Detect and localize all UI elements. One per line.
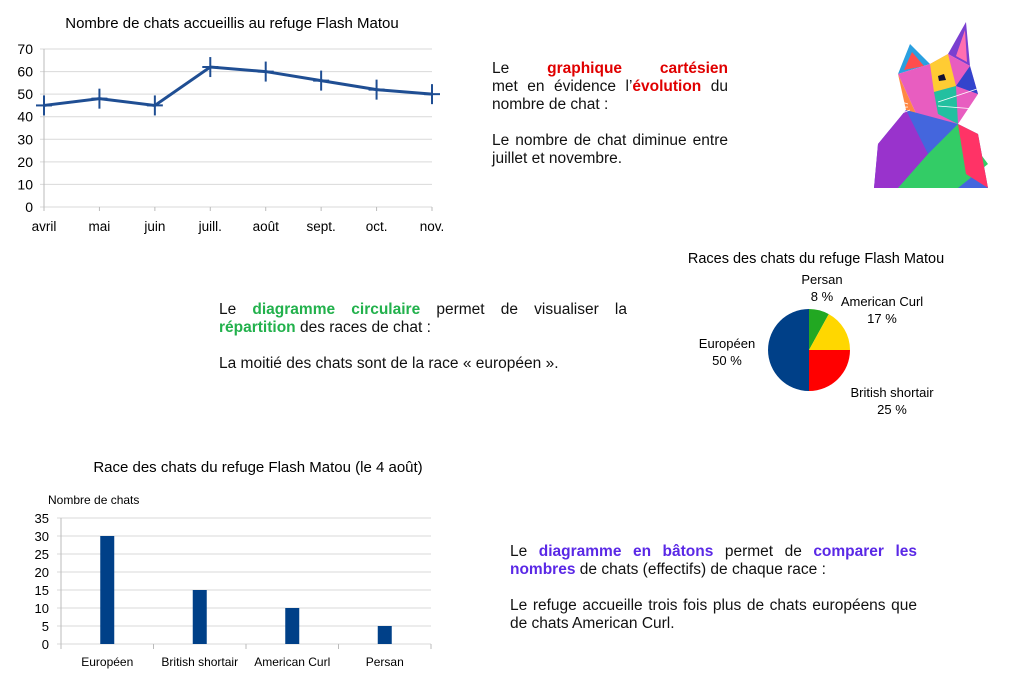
data-point (91, 88, 108, 109)
y-tick-label: 15 (35, 583, 49, 598)
x-tick-label: nov. (420, 219, 445, 234)
x-tick-label: sept. (307, 219, 336, 234)
slice-value: 17 % (867, 311, 897, 326)
y-tick-label: 0 (42, 637, 49, 652)
pie-slice (809, 309, 829, 350)
data-point (257, 61, 274, 82)
pie-text-1: Le diagramme circulaire permet de visual… (219, 301, 627, 336)
line-chart: Nombre de chats accueillis au refuge Fla… (17, 15, 445, 234)
y-tick-label: 20 (35, 565, 49, 580)
bar-text-1: Le diagramme en bâtons permet de compare… (510, 543, 917, 578)
y-tick-label: 50 (17, 86, 33, 102)
slice-label: Européen (699, 336, 755, 351)
data-point (424, 84, 440, 105)
y-tick-label: 70 (17, 41, 33, 57)
chart-title: Nombre de chats accueillis au refuge Fla… (65, 15, 399, 32)
bar-explanation: Le diagramme en bâtons permet de compare… (510, 543, 917, 633)
y-tick-label: 0 (25, 199, 33, 215)
x-tick-label: juill. (198, 219, 222, 234)
pie-chart: Races des chats du refuge Flash Matou Per… (688, 251, 944, 417)
x-tick-label: American Curl (254, 655, 330, 669)
line-text-1: Le graphique cartésien (492, 60, 728, 77)
pie-slice (809, 350, 850, 391)
slice-value: 8 % (811, 289, 834, 304)
y-tick-label: 60 (17, 64, 33, 80)
data-point (313, 70, 330, 91)
x-tick-label: avril (32, 219, 57, 234)
data-point (36, 95, 52, 116)
pie-slice (768, 309, 809, 391)
y-tick-label: 20 (17, 154, 33, 170)
slice-value: 50 % (712, 353, 742, 368)
x-tick-label: British shortair (161, 655, 238, 669)
line-explanation: Le graphique cartésien met en évidence l… (492, 60, 728, 168)
y-axis-label: Nombre de chats (48, 493, 139, 507)
y-tick-label: 5 (42, 619, 49, 634)
slice-label: Persan (801, 272, 842, 287)
y-tick-label: 35 (35, 511, 49, 526)
x-tick-label: août (253, 219, 280, 234)
data-point (368, 79, 385, 100)
pie-explanation: Le diagramme circulaire permet de visual… (219, 301, 627, 373)
x-tick-label: Persan (366, 655, 404, 669)
bar (285, 608, 300, 644)
data-point (146, 95, 163, 116)
bar (192, 590, 207, 644)
y-tick-label: 40 (17, 109, 33, 125)
data-point (202, 57, 219, 78)
slice-label: American Curl (841, 294, 923, 309)
slice-label: British shortair (850, 385, 934, 400)
y-tick-label: 10 (17, 176, 33, 192)
y-tick-label: 30 (17, 131, 33, 147)
slice-value: 25 % (877, 402, 907, 417)
x-tick-label: oct. (366, 219, 388, 234)
cat-illustration-icon (842, 22, 989, 188)
bar (100, 536, 115, 644)
bar-chart: Race des chats du refuge Flash Matou (le… (35, 459, 432, 669)
bar-text-2: Le refuge accueille trois fois plus de c… (510, 597, 917, 632)
chart-title: Race des chats du refuge Flash Matou (le… (93, 459, 422, 476)
y-tick-label: 30 (35, 529, 49, 544)
y-tick-label: 25 (35, 547, 49, 562)
x-tick-label: juin (143, 219, 165, 234)
chart-title: Races des chats du refuge Flash Matou (688, 251, 944, 267)
line-text-2: Le nombre de chat diminue entre juillet … (492, 132, 728, 167)
x-tick-label: Européen (81, 655, 133, 669)
y-tick-label: 10 (35, 601, 49, 616)
line-text-1b: met en évidence l’évolution du nombre de… (492, 78, 728, 113)
bar (377, 626, 392, 644)
x-tick-label: mai (89, 219, 111, 234)
pie-text-2: La moitié des chats sont de la race « eu… (219, 355, 559, 372)
data-line (43, 65, 433, 107)
pie-slice (809, 314, 850, 350)
